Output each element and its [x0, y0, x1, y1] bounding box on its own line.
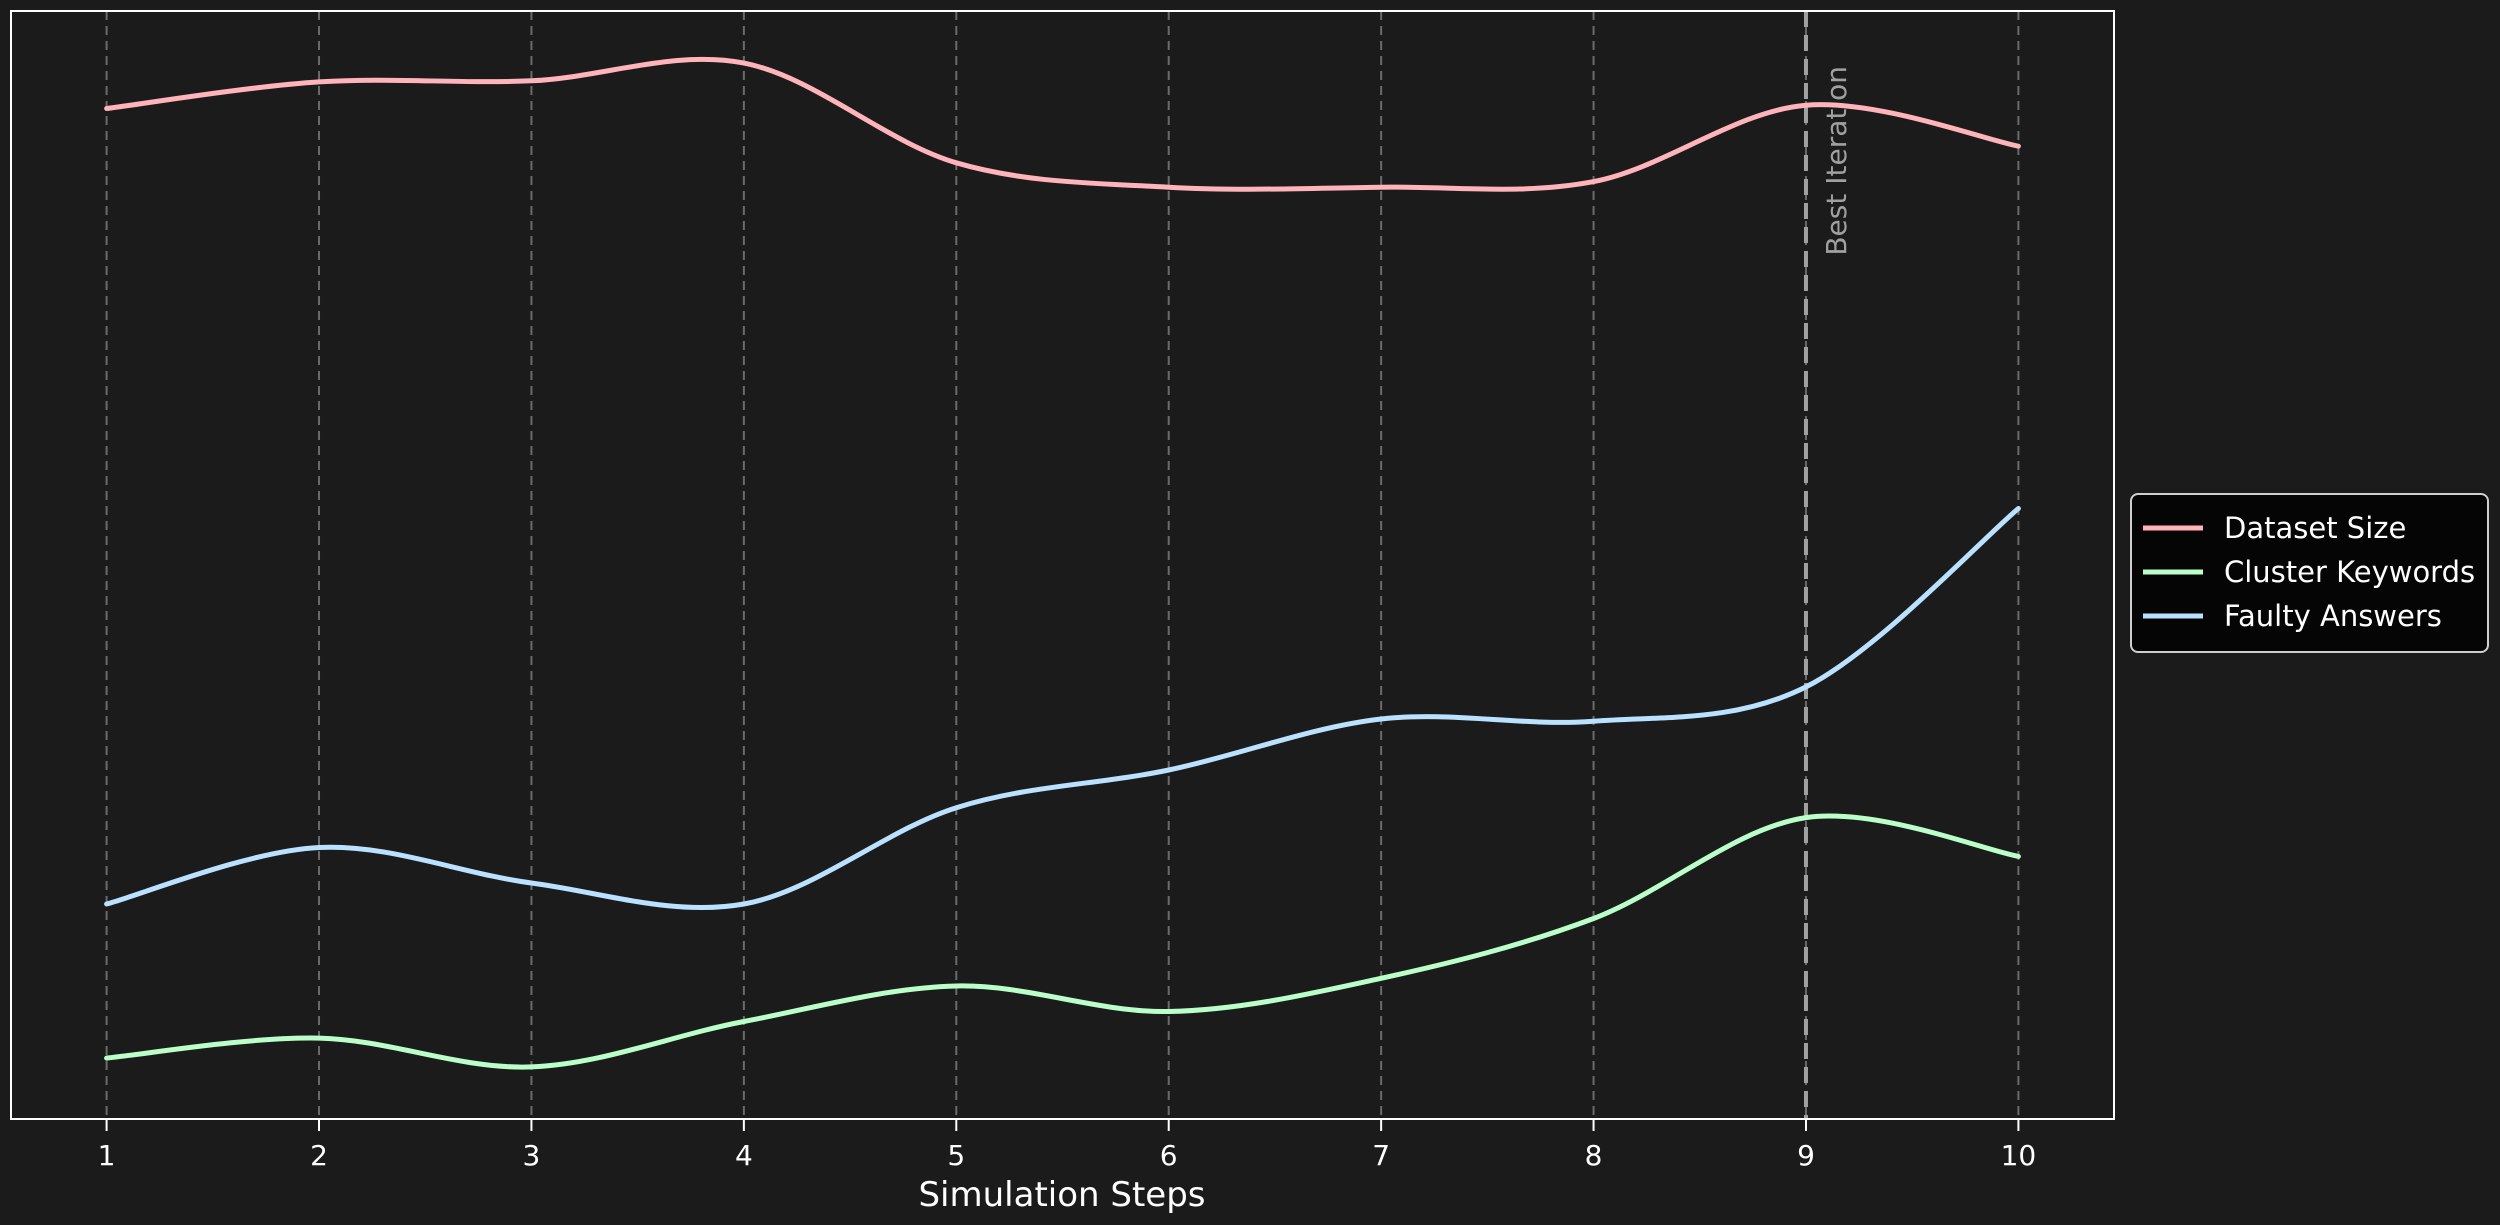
legend-label-dataset-size: Dataset Size	[2224, 511, 2406, 545]
x-axis-label: Simulation Steps	[918, 1175, 1205, 1215]
x-tick-label: 9	[1797, 1139, 1815, 1172]
x-tick-label: 1	[98, 1139, 116, 1172]
x-tick-label: 2	[310, 1139, 328, 1172]
legend-label-cluster-keywords: Cluster Keywords	[2224, 555, 2475, 589]
series-line-dataset-size	[104, 56, 2021, 192]
series-line-faulty-answers	[104, 506, 2021, 911]
series-line-cluster-keywords	[104, 813, 2021, 1070]
x-tick-label: 4	[735, 1139, 753, 1172]
best-iteration-label: Best Iteration	[1820, 66, 1853, 256]
x-tick-label: 8	[1585, 1139, 1603, 1172]
plot-frame	[10, 10, 2115, 1120]
x-tick-label: 6	[1160, 1139, 1178, 1172]
x-tick-label: 5	[947, 1139, 965, 1172]
x-tick-label: 3	[523, 1139, 541, 1172]
legend-box	[2130, 493, 2489, 653]
legend: Dataset Size Cluster Keywords Faulty Answe…	[2130, 493, 2489, 653]
series-lines	[104, 56, 2021, 1070]
x-grid	[105, 11, 2020, 1119]
legend-label-faulty-answers: Faulty Answers	[2224, 599, 2442, 633]
x-tick-label: 10	[2001, 1139, 2037, 1172]
annotations: Best Iteration	[1803, 11, 1853, 1119]
x-tick-label: 7	[1372, 1139, 1390, 1172]
x-axis-ticks: 1 2 3 4 5 6 7 8 9 10	[98, 1119, 2037, 1172]
